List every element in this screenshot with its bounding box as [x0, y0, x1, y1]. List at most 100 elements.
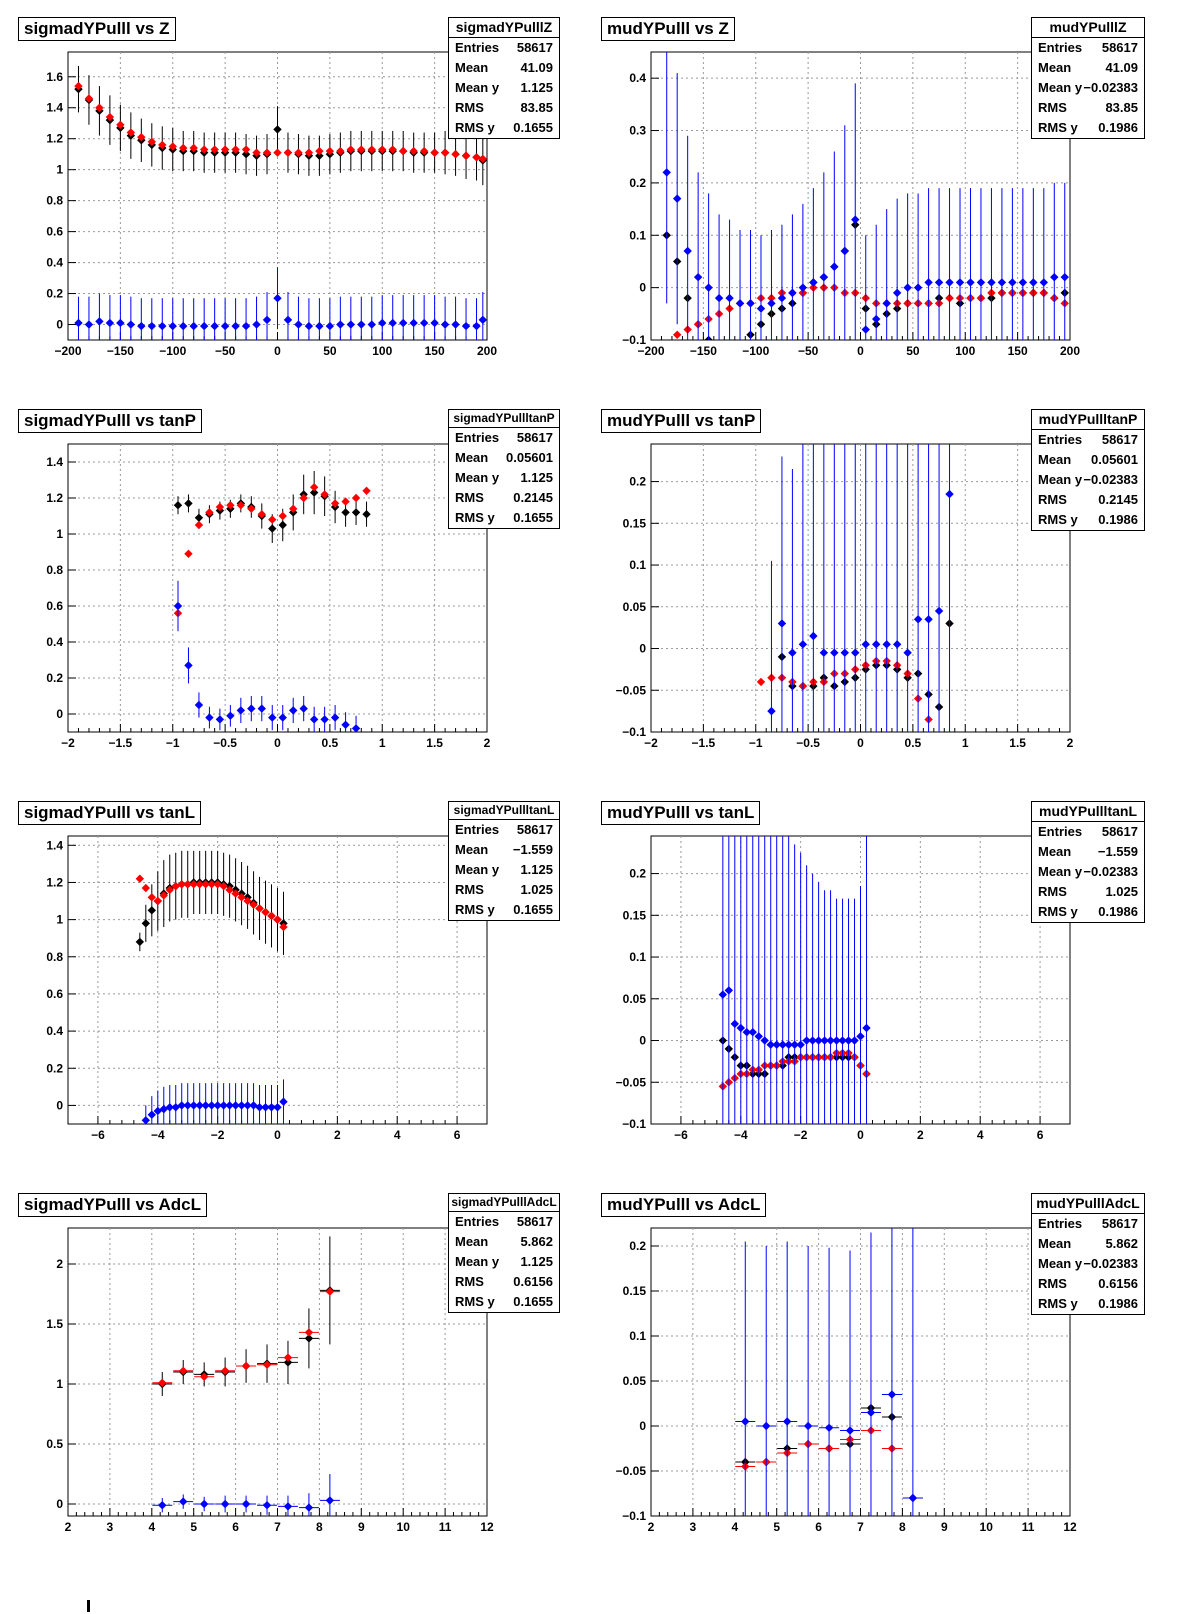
blue-marker: [189, 1101, 198, 1110]
y-tick-label: 0.2: [46, 287, 63, 301]
stats-label: RMS: [455, 490, 484, 505]
stats-value: 1.025: [1105, 884, 1138, 899]
stats-row: RMS 0.6156: [449, 1272, 559, 1292]
y-tick-label: 1.2: [46, 491, 63, 505]
blue-marker: [168, 321, 177, 331]
stats-row: Mean y 1.125: [449, 468, 559, 488]
stats-row: RMS 1.025: [449, 880, 559, 900]
blue-marker: [741, 1417, 750, 1426]
y-tick-label: 0.8: [46, 563, 63, 577]
stats-value: 58617: [516, 430, 553, 445]
y-tick-label: 1.4: [46, 455, 63, 469]
y-tick-label: 0.5: [46, 1437, 63, 1451]
x-tick-label: 11: [439, 1520, 452, 1534]
stats-label: Mean: [1038, 452, 1072, 467]
x-tick-label: 50: [323, 344, 337, 358]
blue-marker: [267, 1103, 276, 1112]
x-tick-label: 7: [857, 1520, 864, 1534]
y-tick-label: 0.1: [629, 950, 646, 964]
stats-value: 5.862: [1105, 1236, 1138, 1251]
stats-row: Mean y 1.125: [449, 78, 559, 98]
stats-row: Entries 58617: [449, 1212, 559, 1232]
x-tick-label: −50: [215, 344, 236, 358]
blue-marker: [798, 283, 808, 292]
stats-label: Entries: [1038, 1216, 1083, 1231]
stats-row: Entries 58617: [449, 38, 559, 58]
blue-marker: [788, 648, 797, 657]
red-marker: [273, 148, 282, 157]
plot-frame: [67, 835, 488, 1125]
blue-marker: [171, 1103, 180, 1112]
stats-label: Mean: [455, 1234, 489, 1249]
red-marker: [299, 493, 308, 503]
stats-label: Mean: [1038, 1236, 1072, 1251]
x-tick-label: 200: [477, 344, 497, 358]
y-tick-label: 0: [639, 1034, 646, 1048]
blue-marker: [158, 1501, 167, 1510]
red-marker: [126, 128, 136, 137]
blue-marker: [872, 640, 881, 649]
blue-marker: [147, 321, 156, 331]
stats-value: 0.1655: [513, 510, 553, 525]
red-marker: [451, 149, 460, 159]
blue-marker: [924, 615, 933, 624]
blue-marker: [231, 321, 240, 331]
blue-marker: [325, 1496, 335, 1505]
blue-marker: [784, 1040, 793, 1049]
blue-marker: [845, 1426, 855, 1435]
red-marker: [440, 148, 450, 157]
stats-label: Entries: [455, 430, 500, 445]
x-tick-label: 4: [731, 1520, 738, 1534]
red-marker: [147, 893, 156, 902]
x-tick-label: −0.5: [213, 736, 237, 750]
blue-marker: [179, 321, 188, 331]
red-marker: [231, 145, 240, 154]
stats-label: Mean: [455, 450, 489, 465]
red-marker: [241, 1361, 251, 1371]
x-tick-label: 150: [1008, 344, 1028, 358]
blue-marker: [304, 321, 314, 331]
y-tick-label: 0.3: [629, 124, 646, 138]
red-marker: [283, 148, 293, 157]
red-marker: [135, 874, 145, 883]
black-marker: [141, 919, 151, 928]
x-tick-label: 5: [190, 1520, 197, 1534]
red-marker: [158, 140, 167, 150]
blue-marker: [304, 1503, 314, 1512]
red-marker: [294, 148, 303, 157]
red-marker: [252, 148, 261, 157]
stats-row: RMS 83.85: [1032, 98, 1144, 118]
blue-marker: [261, 1103, 270, 1112]
red-marker: [461, 151, 471, 160]
panel-title: mudYPulll vs tanP: [601, 409, 762, 433]
stats-value: −1.559: [1097, 844, 1138, 859]
blue-marker: [189, 321, 198, 331]
blue-marker: [913, 283, 923, 292]
blue-marker: [399, 318, 408, 328]
red-marker: [168, 142, 177, 151]
x-tick-label: 150: [425, 344, 445, 358]
x-tick-label: −200: [54, 344, 81, 358]
stats-label: RMS: [455, 1274, 484, 1289]
black-marker: [184, 499, 193, 508]
blue-marker: [966, 278, 975, 287]
blue-marker: [976, 278, 986, 287]
stats-label: RMS: [1038, 1276, 1067, 1291]
stats-label: RMS y: [1038, 120, 1078, 135]
blue-marker: [247, 704, 256, 713]
blue-marker: [1039, 278, 1049, 287]
blue-marker: [997, 278, 1007, 287]
red-marker: [273, 915, 282, 924]
y-tick-label: −0.1: [622, 1509, 646, 1523]
blue-marker: [851, 215, 860, 224]
stats-value: 58617: [516, 1214, 553, 1229]
blue-marker: [735, 299, 745, 308]
y-tick-label: 2: [56, 1257, 63, 1271]
red-marker: [95, 103, 104, 112]
stats-label: Entries: [455, 1214, 500, 1229]
red-marker: [179, 1366, 188, 1375]
red-marker: [147, 137, 156, 147]
stats-row: Mean y −0.02383: [1032, 470, 1144, 490]
y-tick-label: 1: [56, 527, 63, 541]
x-tick-label: −1.5: [109, 736, 133, 750]
